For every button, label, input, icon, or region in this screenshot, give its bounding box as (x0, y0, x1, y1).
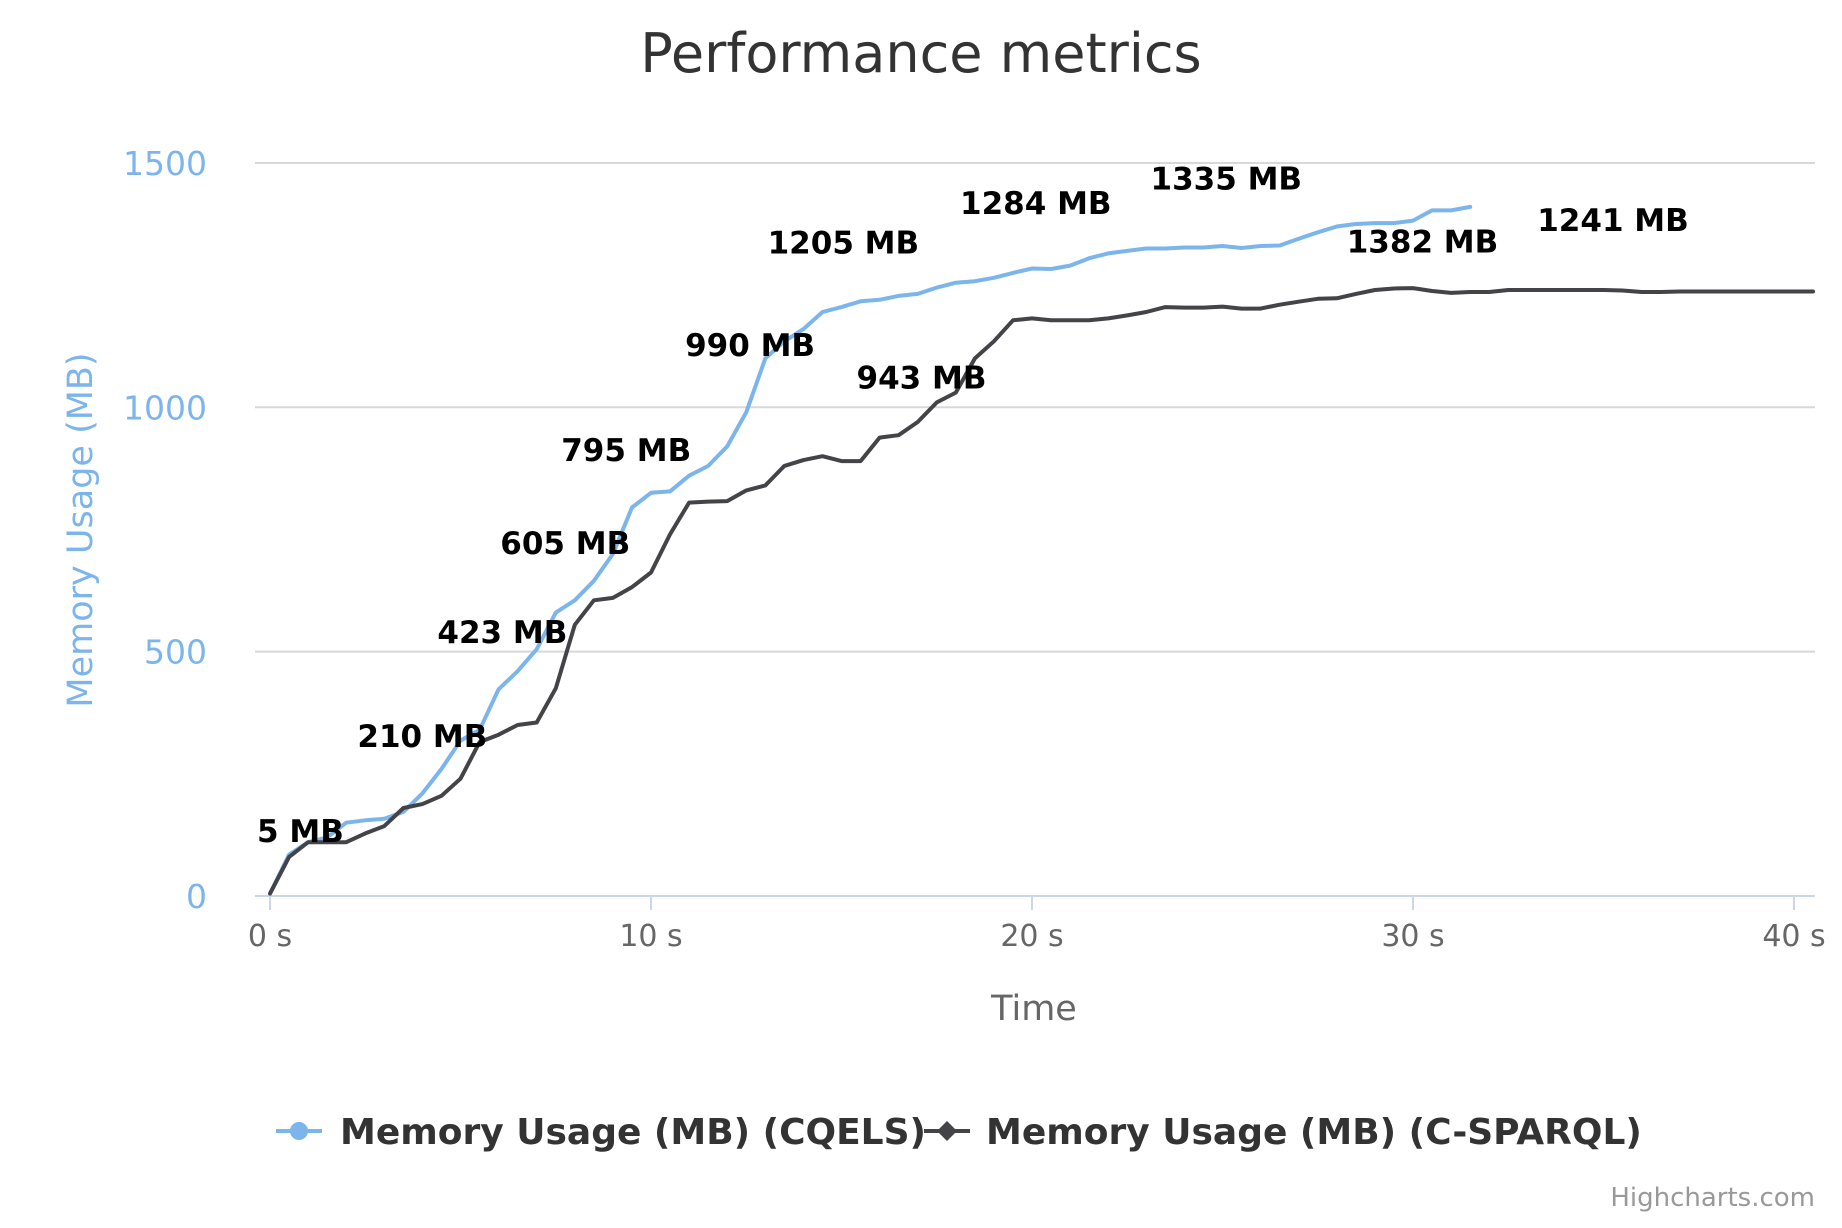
series-line-csparql[interactable] (268, 286, 1815, 896)
grid-lines (255, 161, 1815, 653)
data-labels: 5 MB 210 MB 423 MB 605 MB 795 MB 990 MB 1205 M… (257, 161, 1689, 850)
x-tick-label: 30 s (1381, 919, 1444, 954)
data-label: 423 MB (437, 615, 567, 651)
legend: Memory Usage (MB) (CQELS) Memory Usage (… (276, 1112, 1642, 1153)
x-tick-label: 40 s (1762, 919, 1825, 954)
data-label: 990 MB (685, 328, 815, 364)
data-label: 1284 MB (960, 186, 1112, 222)
y-axis-ticks: 0 500 1000 1500 (123, 144, 207, 916)
legend-circle-marker-icon (290, 1122, 308, 1140)
y-tick-label: 0 (186, 877, 207, 916)
data-label: 943 MB (857, 361, 987, 397)
y-tick-label: 500 (144, 633, 207, 672)
y-axis-title: Memory Usage (MB) (61, 352, 101, 707)
series-line-cqels[interactable] (268, 204, 1473, 896)
data-label: 210 MB (357, 719, 487, 755)
x-tick-label: 10 s (619, 919, 682, 954)
y-tick-label: 1000 (123, 388, 207, 427)
x-tick-label: 20 s (1000, 919, 1063, 954)
legend-diamond-marker-icon (937, 1121, 957, 1141)
data-label: 1335 MB (1151, 161, 1303, 197)
legend-label-cqels: Memory Usage (MB) (CQELS) (340, 1112, 926, 1153)
data-label: 795 MB (561, 433, 691, 469)
data-label: 1382 MB (1347, 224, 1499, 260)
legend-label-csparql: Memory Usage (MB) (C-SPARQL) (986, 1112, 1642, 1153)
data-label: 1241 MB (1537, 203, 1689, 239)
legend-item-csparql[interactable]: Memory Usage (MB) (C-SPARQL) (924, 1112, 1642, 1153)
credits-link[interactable]: Highcharts.com (1610, 1183, 1815, 1213)
data-label: 605 MB (500, 526, 630, 562)
data-label: 5 MB (257, 814, 344, 850)
chart-title: Performance metrics (640, 22, 1201, 85)
x-tick-label: 0 s (248, 919, 292, 954)
data-label: 1205 MB (768, 225, 920, 261)
legend-item-cqels[interactable]: Memory Usage (MB) (CQELS) (276, 1112, 926, 1153)
y-tick-label: 1500 (123, 144, 207, 183)
x-axis-title: Time (990, 989, 1077, 1029)
series-layer (268, 204, 1815, 896)
x-axis: 0 s 10 s 20 s 30 s 40 s (248, 895, 1826, 954)
